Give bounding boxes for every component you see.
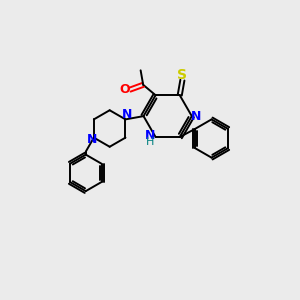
Text: O: O bbox=[119, 83, 130, 96]
Text: S: S bbox=[177, 68, 188, 82]
Text: N: N bbox=[145, 129, 155, 142]
Text: N: N bbox=[87, 133, 98, 146]
Text: N: N bbox=[191, 110, 201, 123]
Text: N: N bbox=[122, 109, 132, 122]
Text: H: H bbox=[146, 137, 154, 147]
